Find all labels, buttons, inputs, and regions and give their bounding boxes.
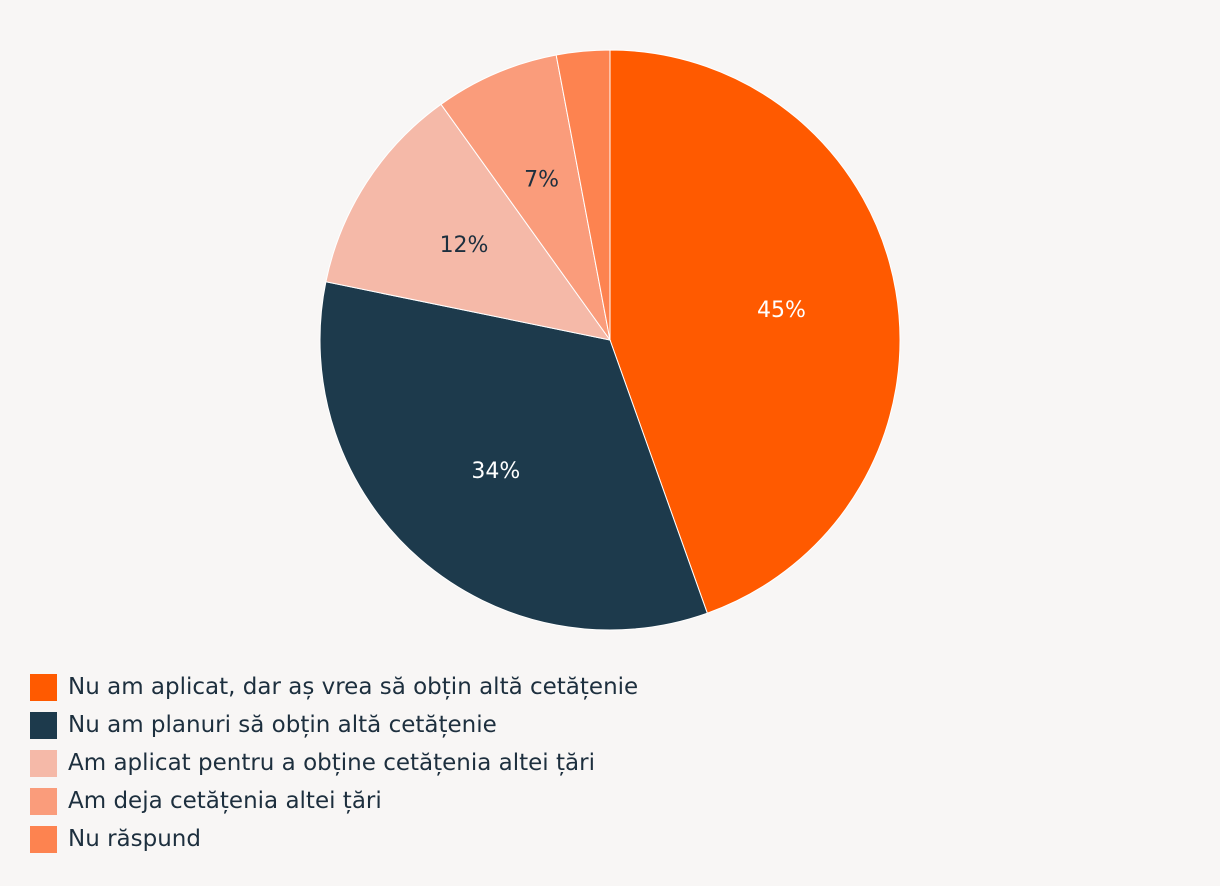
slice-value-label: 12%	[440, 233, 489, 258]
legend-swatch	[30, 749, 57, 777]
legend-label: Am deja cetățenia altei țări	[68, 788, 382, 814]
pie-slice	[609, 49, 901, 614]
legend-swatch	[30, 787, 57, 815]
slice-value-label: 34%	[471, 459, 520, 484]
legend-item: Nu am planuri să obțin altă cetățenie	[30, 706, 638, 744]
pie-chart: 45% 34% 12% 7%	[319, 49, 901, 631]
pie-slice	[440, 54, 611, 341]
pie-slice	[319, 281, 708, 631]
slice-value-label: 7%	[524, 168, 559, 193]
legend-swatch	[30, 673, 57, 701]
legend-item: Am deja cetățenia altei țări	[30, 782, 638, 820]
legend-item: Nu am aplicat, dar aș vrea să obțin altă…	[30, 668, 638, 706]
slice-value-label: 45%	[757, 298, 806, 323]
legend-item: Nu răspund	[30, 820, 638, 858]
pie-value-labels: 45% 34% 12% 7%	[440, 168, 806, 484]
legend-label: Nu am aplicat, dar aș vrea să obțin altă…	[68, 674, 639, 700]
legend-label: Am aplicat pentru a obține cetățenia alt…	[68, 750, 595, 776]
pie-slice	[555, 49, 611, 341]
legend-swatch	[30, 825, 57, 853]
legend-swatch	[30, 711, 57, 739]
legend: Nu am aplicat, dar aș vrea să obțin altă…	[30, 668, 638, 858]
legend-item: Am aplicat pentru a obține cetățenia alt…	[30, 744, 638, 782]
legend-label: Nu răspund	[68, 826, 201, 852]
pie-slices	[319, 49, 901, 631]
legend-label: Nu am planuri să obțin altă cetățenie	[68, 712, 497, 738]
pie-slice	[325, 103, 612, 341]
